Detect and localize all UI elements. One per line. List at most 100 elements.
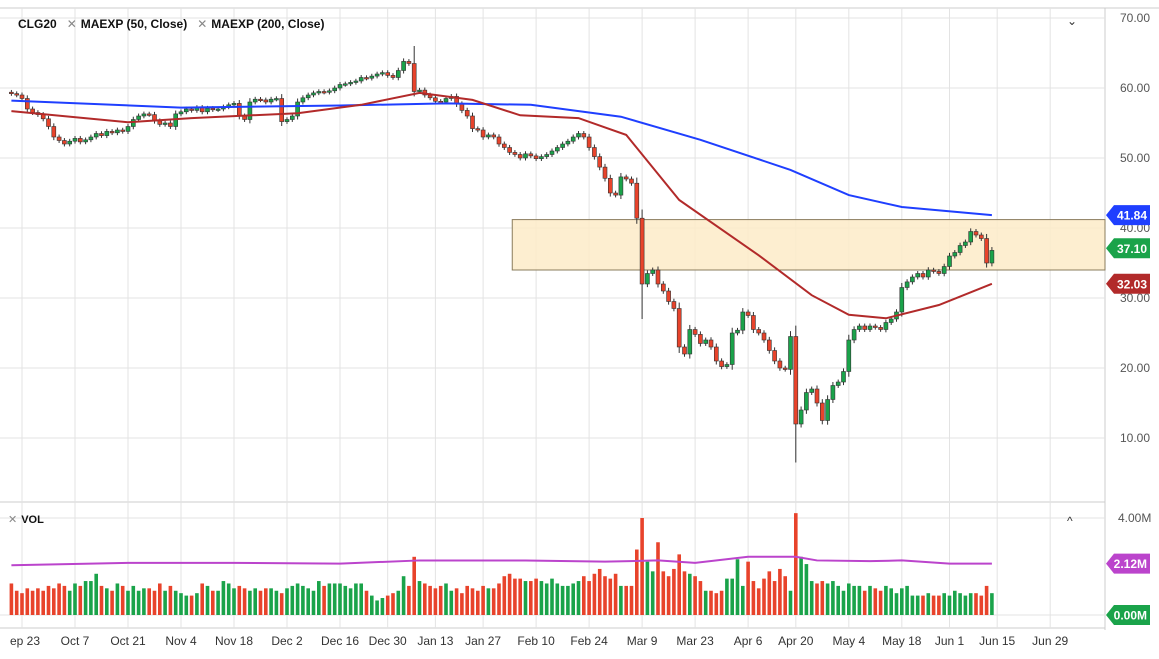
candle — [947, 252, 952, 270]
volume-bar — [401, 576, 406, 615]
candle — [274, 96, 279, 102]
y-tick-label: 10.00 — [1120, 431, 1150, 445]
ma200-price-tag: 41.84 — [1106, 205, 1150, 226]
candle-body — [544, 154, 550, 157]
volume-bar — [242, 588, 247, 615]
candle — [507, 144, 512, 155]
candle — [687, 324, 693, 359]
support-resistance-zone — [511, 219, 1106, 271]
candle-body — [486, 134, 491, 138]
candle — [703, 337, 709, 346]
last-price-tag-text: 37.10 — [1117, 242, 1147, 256]
candle-body — [168, 122, 173, 127]
candle-body — [380, 72, 385, 75]
candle — [841, 368, 846, 386]
candle-body — [99, 133, 104, 136]
volume-bar — [619, 585, 623, 615]
candle-body — [215, 108, 221, 111]
candle — [19, 92, 25, 101]
candle — [491, 132, 497, 140]
volume-bar — [544, 583, 549, 615]
candle-body — [501, 143, 507, 148]
candle-body — [650, 269, 656, 274]
volume-bar — [915, 595, 920, 615]
candle-body — [512, 152, 518, 155]
volume-bar — [534, 578, 538, 615]
candle-body — [925, 269, 931, 278]
candle — [645, 270, 650, 288]
candle-body — [385, 72, 391, 76]
candle-body — [93, 133, 99, 138]
volume-bar — [597, 568, 602, 615]
candle — [385, 70, 391, 78]
candle-body — [952, 252, 958, 257]
candle — [920, 271, 926, 280]
candle-body — [766, 339, 772, 351]
legend-ma200[interactable]: ✕ MAEXP (200, Close) — [197, 17, 324, 31]
chevron-down-icon[interactable]: ⌄ — [1067, 14, 1078, 28]
volume-bar — [412, 556, 416, 615]
candle — [719, 358, 724, 370]
candle-body — [639, 217, 645, 285]
volume-bar — [385, 595, 390, 615]
ma50-price-tag-shape — [1106, 273, 1150, 294]
candle — [517, 152, 523, 161]
candle-body — [687, 329, 693, 355]
candle-body — [141, 113, 147, 117]
candle — [496, 134, 502, 147]
candle-body — [899, 287, 905, 313]
volume-bar — [184, 595, 189, 615]
volume-average-line — [11, 555, 992, 567]
candle-body — [703, 339, 709, 344]
ma200-price-tag-text: 41.84 — [1117, 209, 1147, 223]
candle — [353, 78, 359, 85]
candle-body — [390, 75, 396, 78]
volume-bar — [205, 585, 210, 615]
candle-body — [910, 276, 915, 283]
candle — [51, 123, 57, 141]
volume-bar — [131, 585, 136, 615]
candle — [936, 269, 942, 276]
x-icon[interactable]: ✕ — [197, 17, 208, 31]
candle-body — [491, 134, 497, 138]
candle-body — [62, 140, 67, 145]
volume-bar — [926, 593, 931, 615]
candle-body — [671, 301, 677, 309]
candle — [867, 323, 873, 332]
candle-body — [819, 402, 825, 421]
volume-bar — [645, 561, 650, 615]
volume-bar — [290, 585, 295, 615]
volume-bar — [237, 585, 242, 615]
candle-body — [433, 97, 438, 102]
candle-body — [968, 231, 974, 243]
volume-bar — [799, 556, 803, 615]
x-tick-label: Apr 20 — [778, 634, 814, 648]
legend-ma50[interactable]: ✕ MAEXP (50, Close) — [67, 17, 188, 31]
candle-body — [305, 94, 311, 99]
candle-body — [607, 178, 613, 194]
volume-bar — [322, 585, 326, 615]
candle-body — [597, 156, 603, 168]
volume-bar — [317, 581, 321, 615]
x-icon[interactable]: ✕ — [66, 17, 77, 31]
candle — [433, 95, 438, 104]
candle — [618, 172, 624, 200]
candle — [83, 137, 88, 145]
symbol-label[interactable]: CLG20 — [18, 17, 57, 31]
chevron-up-icon[interactable]: ^ — [1067, 514, 1073, 528]
candle — [613, 190, 618, 198]
candle — [782, 365, 788, 372]
candle-body — [809, 388, 815, 393]
candle — [141, 111, 147, 119]
candle-body — [586, 136, 592, 148]
candle — [279, 94, 285, 127]
volume-bar — [147, 588, 151, 615]
candle-body — [189, 108, 194, 111]
volume-bar — [661, 571, 666, 615]
candle-body — [268, 98, 274, 103]
ma200-line — [11, 99, 992, 217]
candle — [692, 326, 698, 337]
candle-body — [104, 131, 110, 136]
x-icon[interactable]: ✕ — [8, 514, 18, 526]
